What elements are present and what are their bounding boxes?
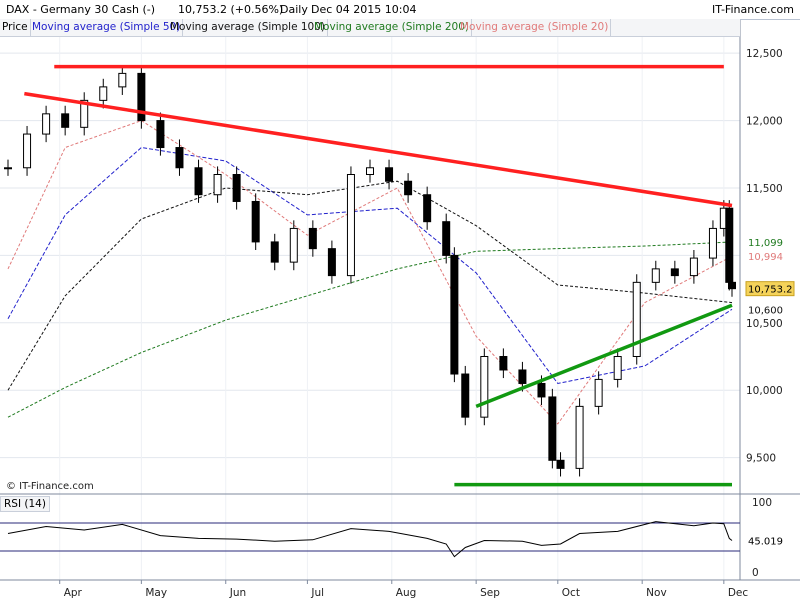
candle-body [99, 86, 108, 101]
candle-body [670, 268, 679, 277]
candle-body [450, 254, 459, 375]
axis-labels: 12,50012,00011,50011,00010,50010,0009,50… [59, 48, 795, 599]
trendline-1 [24, 91, 733, 208]
candle-body [61, 113, 70, 128]
y-tick-label: 10,500 [746, 318, 783, 330]
rsi-legend[interactable]: RSI (14) [0, 496, 50, 512]
rsi-series-line [7, 521, 733, 558]
candle-body [4, 167, 12, 170]
price-change: 10,753.2 (+0.56%) [178, 3, 284, 16]
rsi-tick-label: 100 [752, 497, 772, 509]
candle-body [708, 227, 717, 259]
legend-ma100[interactable]: Moving average (Simple 100) [168, 19, 329, 36]
last-value-tag [745, 281, 795, 297]
interval-label: Daily [280, 3, 308, 16]
candle-body [548, 396, 557, 461]
candle-body [689, 257, 698, 277]
trendline-2 [475, 303, 733, 409]
candle-body [308, 227, 317, 250]
x-tick-label: Aug [396, 587, 417, 599]
instrument-title: DAX - Germany 30 Cash (-) [6, 3, 156, 16]
y-tick-label: 12,500 [746, 48, 783, 60]
timestamp: Dec 04 2015 10:04 [311, 3, 417, 16]
series-ma200 [7, 241, 733, 418]
candle-body [194, 167, 203, 196]
price-plot-area [0, 37, 740, 494]
candle-body [385, 167, 394, 182]
x-tick-label: Jun [229, 587, 246, 599]
indicator-legend[interactable]: Price Moving average (Simple 50) Moving … [0, 19, 740, 37]
x-tick-label: Oct [562, 587, 580, 599]
x-tick-label: Sep [480, 587, 500, 599]
candle-body [346, 174, 355, 277]
candle-body [613, 355, 622, 380]
candle-body [461, 373, 470, 418]
x-tick-label: May [145, 587, 167, 599]
candle-body [499, 355, 508, 371]
candle-body [42, 113, 51, 135]
candle-body [480, 355, 489, 418]
y-tick-label: 10,000 [746, 385, 783, 397]
y-tick-label: 9,500 [746, 453, 776, 465]
candle-body [518, 369, 527, 384]
legend-ma20[interactable]: Moving average (Simple 20) [458, 19, 612, 36]
price-series-layer [4, 65, 736, 477]
candle-body [156, 120, 165, 149]
last-value-label: 10,753.2 [748, 285, 793, 296]
candle-body [23, 133, 32, 169]
candle-body [289, 227, 298, 263]
candle-body [537, 382, 546, 398]
x-tick-label: Nov [646, 587, 667, 599]
last-value-label: 10,600 [748, 305, 783, 316]
candle-body [137, 72, 146, 122]
chart-header: DAX - Germany 30 Cash (-) 10,753.2 (+0.5… [0, 0, 800, 20]
candle-body [728, 281, 736, 290]
candle-body [80, 99, 89, 128]
last-value-label: 10,994 [748, 252, 783, 263]
candle-body [632, 281, 641, 357]
x-tick-label: Dec [728, 587, 749, 599]
last-value-tag [746, 302, 786, 317]
rsi-last-label: 45.019 [748, 536, 783, 547]
brand-label: IT-Finance.com [712, 3, 794, 16]
last-value-label: 11,099 [748, 238, 783, 249]
rsi-last-tag [746, 533, 786, 548]
candle-body [213, 174, 222, 196]
candle-body [423, 194, 432, 223]
x-tick-label: Jul [310, 587, 324, 599]
candle-body [442, 221, 451, 256]
candle-body [594, 378, 603, 407]
candle-body [556, 459, 565, 469]
x-tick-label: Apr [64, 587, 83, 599]
candle-body [175, 147, 184, 169]
trendline-layer [24, 64, 733, 487]
legend-ma200[interactable]: Moving average (Simple 200) [312, 19, 473, 36]
candle-body [232, 174, 241, 202]
candle-body [651, 268, 660, 283]
legend-ma50[interactable]: Moving average (Simple 50) [30, 19, 184, 36]
candle-body [118, 72, 127, 88]
series-ma50 [7, 146, 733, 385]
credit-label: © IT-Finance.com [6, 481, 94, 492]
last-value-tag [746, 249, 786, 264]
candle-body [366, 167, 374, 176]
candle-body [327, 248, 336, 277]
rsi-panel [0, 521, 740, 558]
candle-body [404, 180, 413, 196]
candle-body [270, 241, 279, 263]
price-grid [0, 37, 740, 580]
rsi-tick-label: 0 [752, 567, 759, 579]
candle-body [575, 405, 584, 469]
last-value-tag [746, 235, 786, 250]
candle-body [251, 200, 260, 243]
y-tick-label: 12,000 [746, 116, 783, 128]
y-tick-label: 11,500 [746, 183, 783, 195]
legend-price[interactable]: Price [0, 19, 31, 36]
candle-body [725, 207, 734, 283]
